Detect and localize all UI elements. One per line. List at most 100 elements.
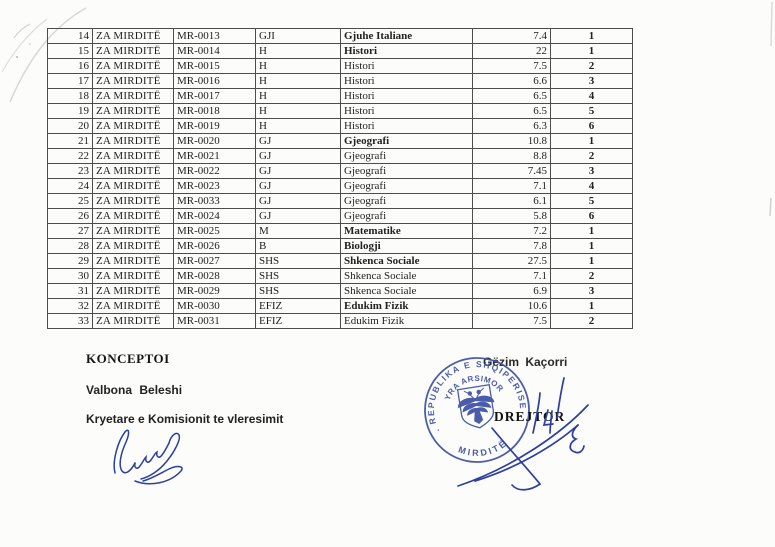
table-row: 33 ZA MIRDITË MR-0031 EFIZ Edukim Fizik 7.5 2: [47, 313, 633, 329]
cell-rank: 6: [550, 208, 633, 224]
cell-no: 28: [47, 238, 93, 254]
table-row: 18 ZA MIRDITË MR-0017 H Histori 6.5 4: [47, 88, 633, 104]
cell-subject: Histori: [340, 103, 473, 119]
cell-office: ZA MIRDITË: [92, 238, 174, 254]
cell-subject-code: H: [255, 58, 341, 74]
cell-score: 10.8: [472, 133, 551, 149]
cell-code: MR-0017: [173, 88, 256, 104]
table-row: 26 ZA MIRDITË MR-0024 GJ Gjeografi 5.8 6: [47, 208, 633, 224]
cell-score: 10.6: [472, 298, 551, 314]
cell-subject: Gjuhe Italiane: [340, 28, 473, 44]
cell-office: ZA MIRDITË: [92, 88, 174, 104]
cell-no: 25: [47, 193, 93, 209]
cell-score: 7.5: [472, 58, 551, 74]
cell-score: 6.6: [472, 73, 551, 89]
cell-subject-code: SHS: [255, 283, 341, 299]
cell-score: 6.5: [472, 103, 551, 119]
cell-score: 6.5: [472, 88, 551, 104]
cell-subject: Gjeografi: [340, 133, 473, 149]
table-row: 28 ZA MIRDITË MR-0026 B Biologji 7.8 1: [47, 238, 633, 254]
cell-subject: Histori: [340, 73, 473, 89]
cell-code: MR-0023: [173, 178, 256, 194]
cell-score: 7.45: [472, 163, 551, 179]
cell-rank: 4: [550, 88, 633, 104]
scan-crease-marks: [1, 7, 87, 103]
cell-no: 27: [47, 223, 93, 239]
cell-subject-code: H: [255, 88, 341, 104]
table-row: 23 ZA MIRDITË MR-0022 GJ Gjeografi 7.45 3: [47, 163, 633, 179]
table-row: 17 ZA MIRDITË MR-0016 H Histori 6.6 3: [47, 73, 633, 89]
cell-rank: 1: [550, 298, 633, 314]
cell-no: 14: [47, 28, 93, 44]
cell-no: 18: [47, 88, 93, 104]
cell-code: MR-0029: [173, 283, 256, 299]
cell-subject: Matematike: [340, 223, 473, 239]
cell-no: 15: [47, 43, 93, 59]
table-row: 16 ZA MIRDITË MR-0015 H Histori 7.5 2: [47, 58, 633, 74]
cell-rank: 6: [550, 118, 633, 134]
cell-no: 17: [47, 73, 93, 89]
cell-subject: Shkenca Sociale: [340, 253, 473, 269]
cell-office: ZA MIRDITË: [92, 133, 174, 149]
cell-subject-code: H: [255, 103, 341, 119]
cell-subject-code: M: [255, 223, 341, 239]
cell-office: ZA MIRDITË: [92, 73, 174, 89]
cell-code: MR-0016: [173, 73, 256, 89]
cell-code: MR-0028: [173, 268, 256, 284]
cell-subject: Histori: [340, 58, 473, 74]
cell-score: 7.2: [472, 223, 551, 239]
cell-rank: 1: [550, 238, 633, 254]
cell-subject-code: H: [255, 73, 341, 89]
cell-office: ZA MIRDITË: [92, 283, 174, 299]
cell-office: ZA MIRDITË: [92, 148, 174, 164]
cell-score: 7.1: [472, 268, 551, 284]
cell-subject-code: GJI: [255, 28, 341, 44]
cell-rank: 5: [550, 103, 633, 119]
cell-code: MR-0021: [173, 148, 256, 164]
cell-code: MR-0033: [173, 193, 256, 209]
table-row: 21 ZA MIRDITË MR-0020 GJ Gjeografi 10.8 1: [47, 133, 633, 149]
cell-no: 26: [47, 208, 93, 224]
cell-code: MR-0031: [173, 313, 256, 329]
cell-no: 22: [47, 148, 93, 164]
cell-code: MR-0022: [173, 163, 256, 179]
cell-office: ZA MIRDITË: [92, 28, 174, 44]
cell-code: MR-0014: [173, 43, 256, 59]
cell-office: ZA MIRDITË: [92, 193, 174, 209]
cell-code: MR-0015: [173, 58, 256, 74]
cell-office: ZA MIRDITË: [92, 208, 174, 224]
cell-subject: Edukim Fizik: [340, 298, 473, 314]
cell-code: MR-0013: [173, 28, 256, 44]
cell-score: 7.8: [472, 238, 551, 254]
cell-rank: 2: [550, 313, 633, 329]
cell-code: MR-0024: [173, 208, 256, 224]
cell-score: 6.9: [472, 283, 551, 299]
cell-subject-code: GJ: [255, 163, 341, 179]
stamp-eagle-emblem: [457, 387, 495, 424]
cell-subject-code: SHS: [255, 268, 341, 284]
cell-no: 31: [47, 283, 93, 299]
cell-code: MR-0025: [173, 223, 256, 239]
cell-rank: 4: [550, 178, 633, 194]
cell-no: 20: [47, 118, 93, 134]
cell-no: 16: [47, 58, 93, 74]
cell-code: MR-0018: [173, 103, 256, 119]
cell-score: 22: [472, 43, 551, 59]
cell-subject-code: GJ: [255, 133, 341, 149]
cell-subject: Gjeografi: [340, 148, 473, 164]
cell-score: 7.4: [472, 28, 551, 44]
table-row: 15 ZA MIRDITË MR-0014 H Histori 22 1: [47, 43, 633, 59]
cell-score: 6.1: [472, 193, 551, 209]
cell-office: ZA MIRDITË: [92, 178, 174, 194]
cell-rank: 3: [550, 283, 633, 299]
cell-rank: 1: [550, 43, 633, 59]
table-row: 27 ZA MIRDITË MR-0025 M Matematike 7.2 1: [47, 223, 633, 239]
cell-code: MR-0020: [173, 133, 256, 149]
cell-code: MR-0026: [173, 238, 256, 254]
cell-score: 7.5: [472, 313, 551, 329]
cell-subject: Shkenca Sociale: [340, 268, 473, 284]
cell-rank: 3: [550, 73, 633, 89]
cell-no: 19: [47, 103, 93, 119]
table-row: 22 ZA MIRDITË MR-0021 GJ Gjeografi 8.8 2: [47, 148, 633, 164]
cell-subject: Edukim Fizik: [340, 313, 473, 329]
